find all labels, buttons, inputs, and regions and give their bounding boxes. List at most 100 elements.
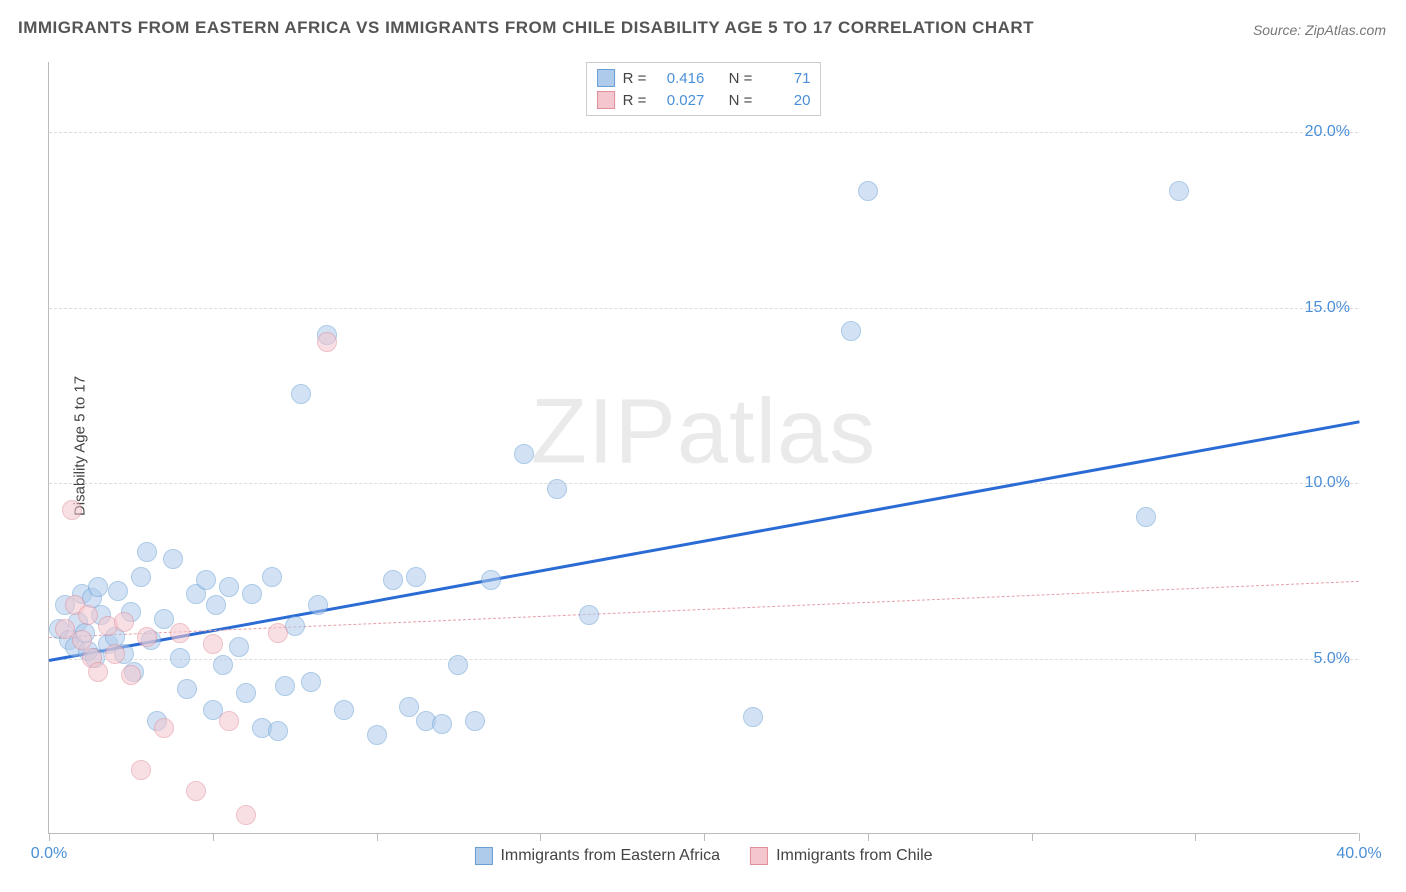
data-point [163, 549, 183, 569]
data-point [841, 321, 861, 341]
n-label: N = [729, 92, 753, 109]
data-point [170, 623, 190, 643]
data-point [465, 711, 485, 731]
legend-swatch [474, 847, 492, 865]
legend-label: Immigrants from Eastern Africa [500, 847, 720, 865]
data-point [1136, 507, 1156, 527]
n-label: N = [729, 70, 753, 87]
x-tick [1032, 833, 1033, 841]
data-point [170, 648, 190, 668]
data-point [196, 570, 216, 590]
legend-swatch [597, 91, 615, 109]
chart-title: IMMIGRANTS FROM EASTERN AFRICA VS IMMIGR… [18, 18, 1034, 38]
r-value: 0.416 [654, 70, 704, 87]
x-tick [1195, 833, 1196, 841]
data-point [1169, 181, 1189, 201]
data-point [301, 672, 321, 692]
data-point [108, 581, 128, 601]
x-tick [1359, 833, 1360, 841]
data-point [131, 567, 151, 587]
source-name: ZipAtlas.com [1305, 22, 1386, 38]
data-point [154, 609, 174, 629]
data-point [367, 725, 387, 745]
data-point [206, 595, 226, 615]
data-point [242, 584, 262, 604]
x-tick [540, 833, 541, 841]
data-point [448, 655, 468, 675]
gridline [49, 483, 1358, 484]
data-point [78, 605, 98, 625]
x-tick-label: 0.0% [31, 845, 67, 863]
legend-stat-row: R = 0.416 N = 71 [597, 67, 811, 89]
data-point [399, 697, 419, 717]
data-point [236, 805, 256, 825]
data-point [177, 679, 197, 699]
x-tick [704, 833, 705, 841]
data-point [317, 332, 337, 352]
data-point [62, 500, 82, 520]
data-point [213, 655, 233, 675]
data-point [105, 644, 125, 664]
x-tick [213, 833, 214, 841]
data-point [275, 676, 295, 696]
r-label: R = [623, 92, 647, 109]
legend-swatch [750, 847, 768, 865]
data-point [131, 760, 151, 780]
data-point [88, 577, 108, 597]
data-point [547, 479, 567, 499]
r-value: 0.027 [654, 92, 704, 109]
y-tick-label: 10.0% [1305, 474, 1350, 492]
data-point [291, 384, 311, 404]
data-point [406, 567, 426, 587]
data-point [308, 595, 328, 615]
data-point [481, 570, 501, 590]
plot-area: ZIPatlas R =0.416 N =71R =0.027 N =20 Im… [48, 62, 1358, 834]
legend-item: Immigrants from Chile [750, 847, 932, 865]
data-point [203, 634, 223, 654]
data-point [186, 781, 206, 801]
y-tick-label: 20.0% [1305, 123, 1350, 141]
data-point [229, 637, 249, 657]
data-point [137, 627, 157, 647]
x-tick [49, 833, 50, 841]
legend-series: Immigrants from Eastern Africa Immigrants… [474, 847, 932, 865]
y-tick-label: 15.0% [1305, 299, 1350, 317]
data-point [514, 444, 534, 464]
r-label: R = [623, 70, 647, 87]
n-value: 20 [760, 92, 810, 109]
x-tick [377, 833, 378, 841]
data-point [114, 612, 134, 632]
y-tick-label: 5.0% [1314, 650, 1350, 668]
legend-swatch [597, 69, 615, 87]
x-tick [868, 833, 869, 841]
data-point [268, 721, 288, 741]
data-point [154, 718, 174, 738]
chart-container: IMMIGRANTS FROM EASTERN AFRICA VS IMMIGR… [0, 0, 1406, 892]
watermark: ZIPatlas [531, 380, 876, 485]
gridline [49, 659, 1358, 660]
gridline [49, 132, 1358, 133]
data-point [858, 181, 878, 201]
data-point [579, 605, 599, 625]
legend-stats-box: R = 0.416 N = 71 R = 0.027 N = 20 [586, 62, 822, 116]
data-point [236, 683, 256, 703]
legend-label: Immigrants from Chile [776, 847, 932, 865]
legend-item: Immigrants from Eastern Africa [474, 847, 720, 865]
data-point [334, 700, 354, 720]
data-point [219, 711, 239, 731]
legend-stat-row: R = 0.027 N = 20 [597, 89, 811, 111]
data-point [88, 662, 108, 682]
gridline [49, 308, 1358, 309]
data-point [219, 577, 239, 597]
data-point [268, 623, 288, 643]
data-point [432, 714, 452, 734]
data-point [121, 665, 141, 685]
n-value: 71 [760, 70, 810, 87]
data-point [383, 570, 403, 590]
data-point [743, 707, 763, 727]
data-point [137, 542, 157, 562]
x-tick-label: 40.0% [1336, 845, 1381, 863]
data-point [262, 567, 282, 587]
source-prefix: Source: [1253, 22, 1305, 38]
source-attribution: Source: ZipAtlas.com [1253, 22, 1386, 38]
